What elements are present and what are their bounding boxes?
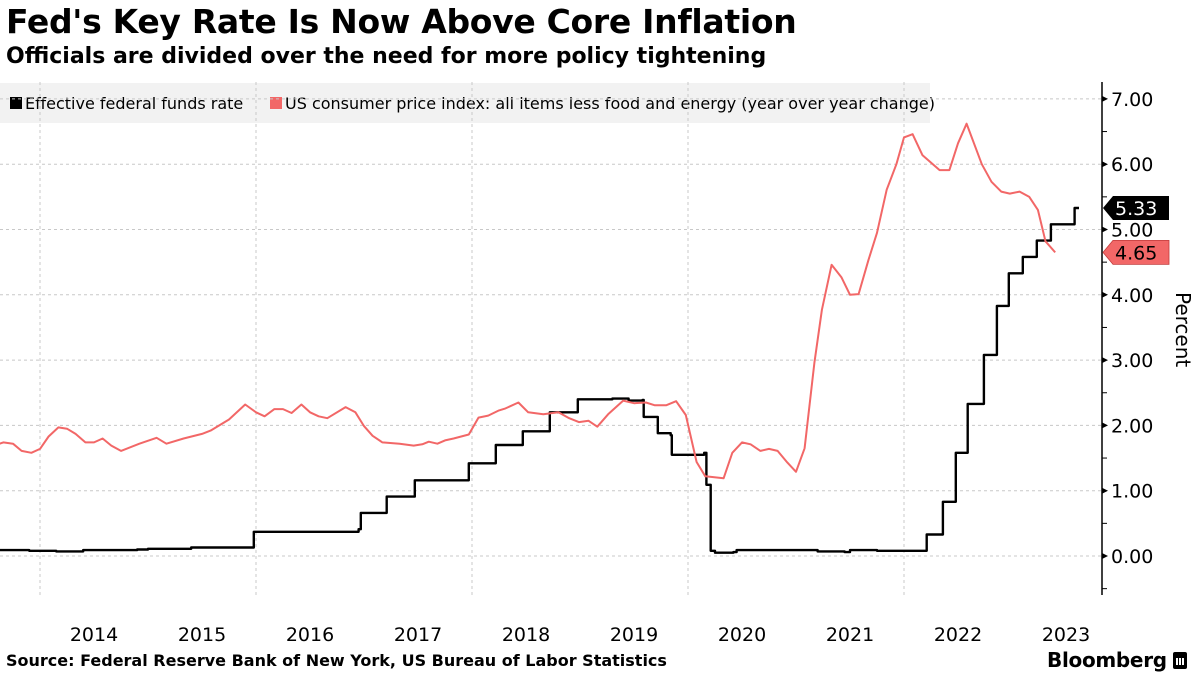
y-tick — [1102, 161, 1108, 168]
legend: Effective federal funds rate US consumer… — [0, 83, 935, 123]
x-tick-label: 2020 — [718, 624, 766, 646]
y-tick — [1102, 291, 1108, 298]
brand-name: Bloomberg — [1047, 648, 1167, 672]
legend-swatch-fed-funds — [10, 97, 22, 109]
brand-logo: Bloomberg — [1047, 648, 1187, 672]
bloomberg-terminal-icon — [1172, 651, 1187, 669]
y-tick-label: 6.00 — [1111, 154, 1153, 176]
grid-layer — [0, 82, 1102, 595]
y-tick-label: 1.00 — [1111, 481, 1153, 503]
y-tick-label: 2.00 — [1111, 415, 1153, 437]
y-axis-title: Percent — [1171, 292, 1195, 367]
chart-subtitle: Officials are divided over the need for … — [6, 44, 767, 69]
chart-title: Fed's Key Rate Is Now Above Core Inflati… — [6, 2, 797, 41]
y-tick — [1102, 553, 1108, 559]
y-tick — [1102, 357, 1108, 364]
legend-item-core-cpi: US consumer price index: all items less … — [270, 83, 935, 123]
callouts: 5.33 4.65 — [1102, 195, 1170, 265]
x-tick-label: 2021 — [826, 624, 874, 646]
x-tick-label: 2023 — [1042, 624, 1090, 646]
x-tick-label: 2018 — [502, 624, 550, 646]
y-tick — [1102, 226, 1108, 233]
y-axis: 0.00 1.00 2.00 3.00 4.00 5.00 6.00 7.00 — [1101, 82, 1153, 595]
y-tick-label: 5.00 — [1111, 220, 1153, 242]
y-tick — [1102, 95, 1108, 102]
x-tick-label: 2016 — [286, 624, 334, 646]
x-axis-labels: 2014 2015 2016 2017 2018 2019 2020 2021 2022 2023 — [70, 624, 1090, 646]
last-value-badge-core-cpi — [1102, 239, 1170, 265]
y-tick-label: 3.00 — [1111, 350, 1153, 372]
y-tick-label: 7.00 — [1111, 89, 1153, 111]
x-tick-label: 2019 — [610, 624, 658, 646]
x-tick-label: 2014 — [70, 624, 118, 646]
y-tick — [1102, 422, 1108, 429]
legend-label-core-cpi: US consumer price index: all items less … — [285, 93, 935, 113]
legend-item-fed-funds: Effective federal funds rate — [10, 83, 243, 123]
x-tick-label: 2022 — [934, 624, 982, 646]
x-tick-label: 2017 — [394, 624, 442, 646]
last-value-label-fed-funds: 5.33 — [1115, 198, 1157, 220]
legend-swatch-core-cpi — [270, 97, 282, 109]
last-value-label-core-cpi: 4.65 — [1115, 242, 1157, 264]
y-tick-label: 0.00 — [1111, 546, 1153, 568]
series-line-fed-funds — [0, 206, 1079, 554]
x-tick-label: 2015 — [178, 624, 226, 646]
last-value-badge-fed-funds — [1103, 195, 1169, 220]
y-tick-label: 4.00 — [1111, 285, 1153, 307]
source-note: Source: Federal Reserve Bank of New York… — [6, 651, 667, 670]
legend-label-fed-funds: Effective federal funds rate — [25, 93, 244, 113]
series-line-core-cpi — [0, 122, 1056, 480]
series-layer — [0, 122, 1079, 554]
y-tick — [1102, 487, 1108, 494]
